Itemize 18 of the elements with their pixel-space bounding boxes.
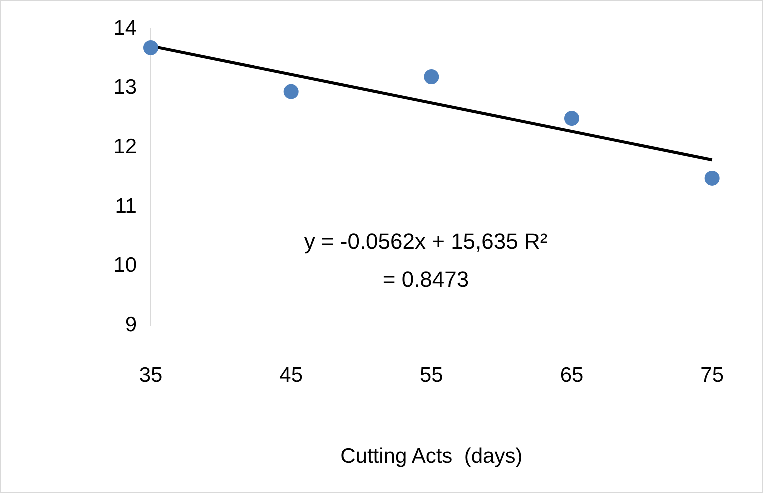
annotation: y = -0.0562x + 15,635 R² = 0.8473 [303, 228, 549, 294]
point [564, 111, 580, 126]
x-tick-label: 35 [139, 364, 163, 387]
x-tick-label: 75 [700, 364, 724, 387]
y-tick-label: 11 [115, 194, 137, 218]
x-axis-title: Cutting Acts (days) [340, 445, 523, 468]
x-tick-label: 45 [280, 364, 304, 387]
point [704, 170, 720, 186]
point [144, 40, 158, 56]
x-tick-label: 55 [420, 364, 444, 387]
point [424, 70, 440, 85]
y-tick-label: 10 [114, 254, 137, 278]
y-tick-label: 9 [125, 313, 137, 336]
y-tick-label: 14 [114, 16, 138, 40]
y-tick-label: 13 [114, 76, 137, 100]
y-tick-label: 12 [114, 135, 137, 158]
x-tick-label: 65 [560, 364, 584, 387]
point [284, 84, 299, 100]
